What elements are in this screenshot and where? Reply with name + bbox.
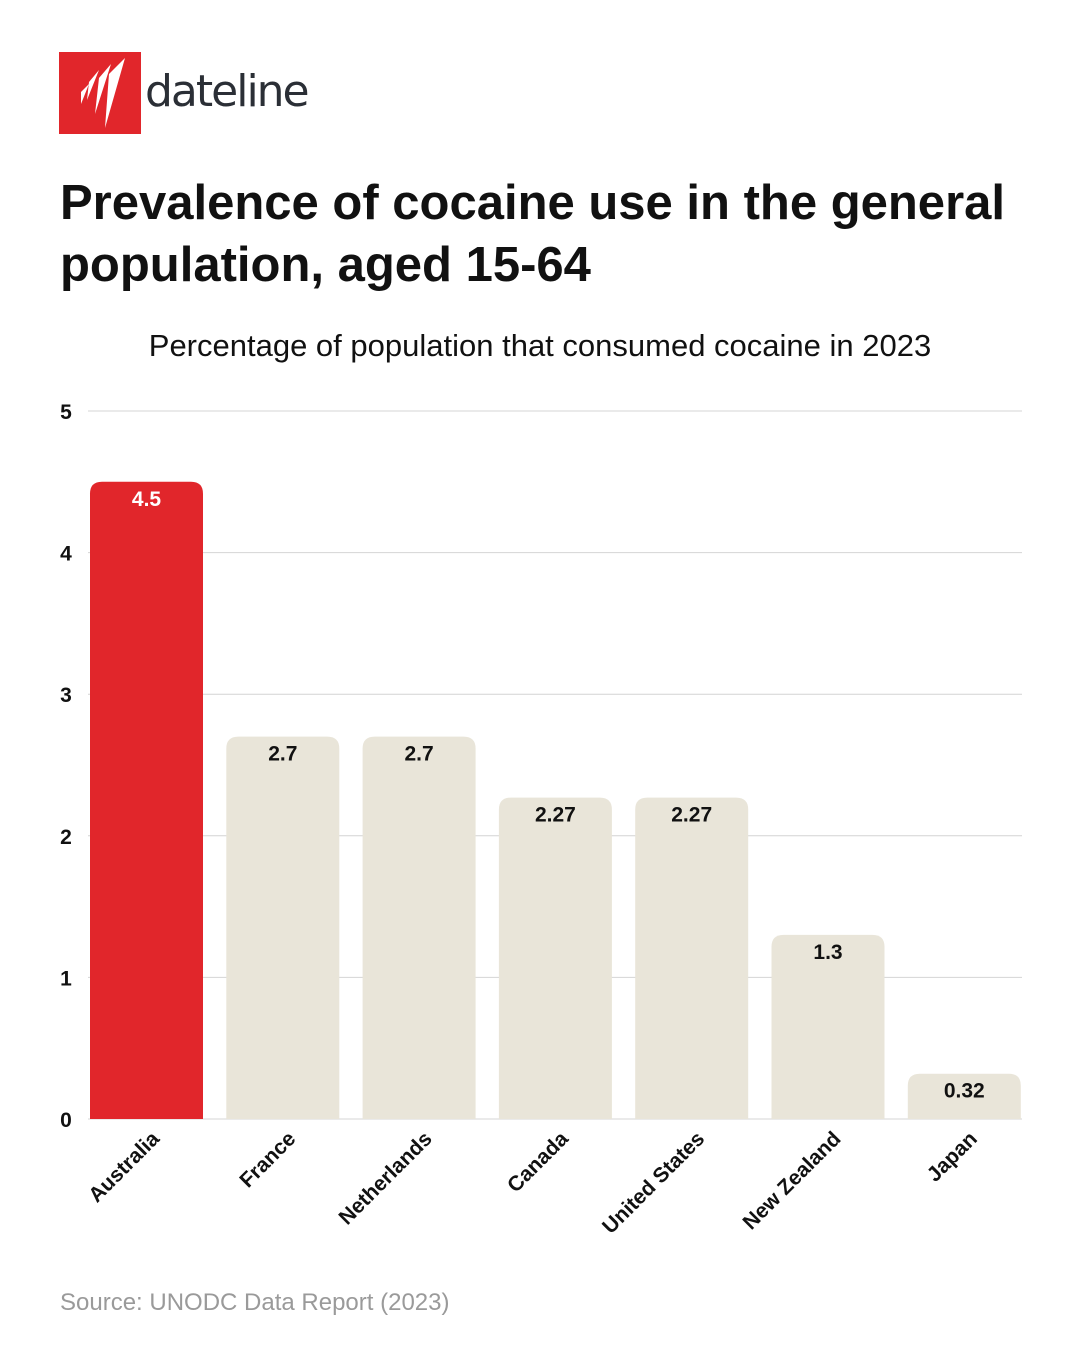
logo-wordmark: dateline bbox=[145, 66, 310, 117]
bar-netherlands bbox=[362, 736, 476, 1119]
x-tick-label: France bbox=[235, 1127, 300, 1192]
data-label: 0.32 bbox=[944, 1080, 985, 1103]
x-tick-label: United States bbox=[598, 1127, 709, 1238]
data-label: 2.27 bbox=[671, 804, 712, 827]
y-tick-label: 1 bbox=[60, 967, 72, 990]
bar-canada bbox=[498, 797, 612, 1119]
data-label: 1.3 bbox=[813, 941, 842, 964]
data-label: 2.7 bbox=[268, 743, 297, 766]
x-tick-label: Canada bbox=[503, 1127, 573, 1197]
bar-japan bbox=[907, 1073, 1021, 1119]
source-note: Source: UNODC Data Report (2023) bbox=[60, 1289, 450, 1316]
y-tick-label: 4 bbox=[60, 543, 72, 566]
y-tick-label: 2 bbox=[60, 826, 72, 849]
bar-france bbox=[226, 736, 340, 1119]
bar-australia bbox=[90, 481, 203, 1119]
y-tick-label: 0 bbox=[60, 1109, 72, 1132]
data-label: 2.7 bbox=[404, 743, 433, 766]
y-tick-label: 3 bbox=[60, 684, 72, 707]
chart-title: Prevalence of cocaine use in the general… bbox=[60, 176, 1005, 292]
x-tick-label: Netherlands bbox=[335, 1127, 437, 1229]
bar-new-zealand bbox=[771, 934, 885, 1119]
x-tick-label: Australia bbox=[84, 1127, 164, 1207]
sbs-logo-icon bbox=[59, 52, 141, 134]
x-tick-label: Japan bbox=[923, 1127, 982, 1186]
x-tick-label: New Zealand bbox=[738, 1127, 845, 1234]
bar-united-states bbox=[635, 797, 749, 1119]
chart-subtitle: Percentage of population that consumed c… bbox=[148, 328, 932, 363]
data-label: 2.27 bbox=[535, 804, 576, 827]
data-label: 4.5 bbox=[132, 488, 162, 511]
y-tick-label: 5 bbox=[60, 401, 72, 424]
